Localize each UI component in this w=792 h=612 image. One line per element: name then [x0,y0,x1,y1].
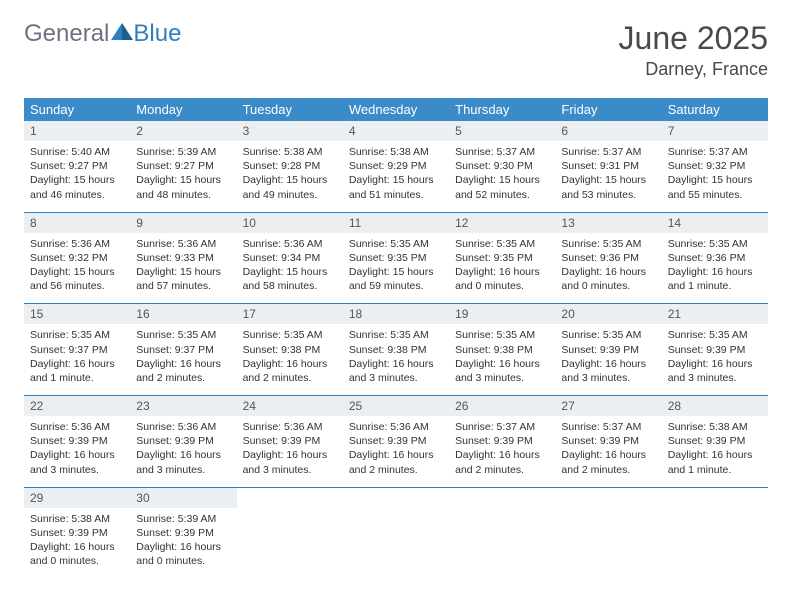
page-header: General Blue June 2025 Darney, France [24,20,768,80]
day-number-cell: 14 [662,213,768,233]
day-number-cell: 9 [130,213,236,233]
day-data-cell [662,508,768,579]
day-data-cell: Sunrise: 5:35 AMSunset: 9:37 PMDaylight:… [130,324,236,395]
day-number-cell: 6 [555,121,661,141]
day-data-cell: Sunrise: 5:35 AMSunset: 9:38 PMDaylight:… [343,324,449,395]
day-data-cell: Sunrise: 5:39 AMSunset: 9:27 PMDaylight:… [130,141,236,212]
day-number-cell: 12 [449,213,555,233]
weekday-header: Friday [555,98,661,121]
day-number-cell: 25 [343,396,449,416]
day-number-cell: 29 [24,488,130,508]
day-number-cell: 26 [449,396,555,416]
day-number-cell: 15 [24,304,130,324]
day-number-cell [343,488,449,508]
day-number-cell: 28 [662,396,768,416]
day-number-cell: 16 [130,304,236,324]
day-number-row: 1234567 [24,121,768,141]
day-data-cell: Sunrise: 5:35 AMSunset: 9:38 PMDaylight:… [237,324,343,395]
day-data-cell: Sunrise: 5:35 AMSunset: 9:35 PMDaylight:… [343,233,449,304]
day-data-cell: Sunrise: 5:37 AMSunset: 9:31 PMDaylight:… [555,141,661,212]
day-data-cell: Sunrise: 5:37 AMSunset: 9:39 PMDaylight:… [449,416,555,487]
day-data-cell: Sunrise: 5:37 AMSunset: 9:39 PMDaylight:… [555,416,661,487]
day-data-cell: Sunrise: 5:40 AMSunset: 9:27 PMDaylight:… [24,141,130,212]
day-number-cell: 8 [24,213,130,233]
day-data-cell: Sunrise: 5:35 AMSunset: 9:36 PMDaylight:… [555,233,661,304]
day-number-cell: 30 [130,488,236,508]
day-data-cell: Sunrise: 5:36 AMSunset: 9:39 PMDaylight:… [237,416,343,487]
day-data-cell: Sunrise: 5:39 AMSunset: 9:39 PMDaylight:… [130,508,236,579]
weekday-header: Wednesday [343,98,449,121]
day-data-row: Sunrise: 5:35 AMSunset: 9:37 PMDaylight:… [24,324,768,395]
title-block: June 2025 Darney, France [619,20,768,80]
day-number-cell: 19 [449,304,555,324]
day-data-cell: Sunrise: 5:35 AMSunset: 9:36 PMDaylight:… [662,233,768,304]
day-number-cell: 17 [237,304,343,324]
day-number-cell: 21 [662,304,768,324]
day-number-row: 22232425262728 [24,396,768,416]
day-data-row: Sunrise: 5:36 AMSunset: 9:39 PMDaylight:… [24,416,768,487]
day-data-cell: Sunrise: 5:36 AMSunset: 9:39 PMDaylight:… [24,416,130,487]
day-number-cell: 5 [449,121,555,141]
day-number-cell: 7 [662,121,768,141]
day-data-cell: Sunrise: 5:35 AMSunset: 9:39 PMDaylight:… [555,324,661,395]
day-data-cell: Sunrise: 5:37 AMSunset: 9:32 PMDaylight:… [662,141,768,212]
day-number-cell: 11 [343,213,449,233]
day-number-cell [555,488,661,508]
day-data-cell: Sunrise: 5:38 AMSunset: 9:28 PMDaylight:… [237,141,343,212]
day-data-cell: Sunrise: 5:35 AMSunset: 9:39 PMDaylight:… [662,324,768,395]
day-data-cell [449,508,555,579]
day-number-cell [449,488,555,508]
calendar-body: 1234567Sunrise: 5:40 AMSunset: 9:27 PMDa… [24,121,768,578]
day-number-cell: 4 [343,121,449,141]
weekday-header-row: SundayMondayTuesdayWednesdayThursdayFrid… [24,98,768,121]
day-data-cell: Sunrise: 5:38 AMSunset: 9:39 PMDaylight:… [662,416,768,487]
day-number-cell: 10 [237,213,343,233]
calendar-table: SundayMondayTuesdayWednesdayThursdayFrid… [24,98,768,578]
location-label: Darney, France [619,59,768,80]
day-data-cell [555,508,661,579]
day-data-cell [237,508,343,579]
day-number-cell: 13 [555,213,661,233]
day-data-cell: Sunrise: 5:35 AMSunset: 9:38 PMDaylight:… [449,324,555,395]
day-number-cell: 24 [237,396,343,416]
day-number-cell: 23 [130,396,236,416]
day-data-cell [343,508,449,579]
month-title: June 2025 [619,20,768,57]
brand-logo: General Blue [24,20,181,48]
day-data-cell: Sunrise: 5:37 AMSunset: 9:30 PMDaylight:… [449,141,555,212]
weekday-header: Saturday [662,98,768,121]
day-data-cell: Sunrise: 5:36 AMSunset: 9:39 PMDaylight:… [343,416,449,487]
day-data-row: Sunrise: 5:40 AMSunset: 9:27 PMDaylight:… [24,141,768,212]
day-number-cell: 3 [237,121,343,141]
day-data-cell: Sunrise: 5:36 AMSunset: 9:39 PMDaylight:… [130,416,236,487]
day-number-row: 15161718192021 [24,304,768,324]
day-number-row: 891011121314 [24,213,768,233]
weekday-header: Monday [130,98,236,121]
day-number-cell: 18 [343,304,449,324]
triangle-icon [111,20,133,48]
day-number-cell: 27 [555,396,661,416]
day-number-cell [237,488,343,508]
day-number-cell: 2 [130,121,236,141]
day-number-cell: 22 [24,396,130,416]
weekday-header: Thursday [449,98,555,121]
day-number-cell: 1 [24,121,130,141]
day-data-cell: Sunrise: 5:36 AMSunset: 9:34 PMDaylight:… [237,233,343,304]
day-data-cell: Sunrise: 5:38 AMSunset: 9:39 PMDaylight:… [24,508,130,579]
weekday-header: Tuesday [237,98,343,121]
day-data-cell: Sunrise: 5:35 AMSunset: 9:35 PMDaylight:… [449,233,555,304]
day-data-cell: Sunrise: 5:36 AMSunset: 9:33 PMDaylight:… [130,233,236,304]
day-data-row: Sunrise: 5:38 AMSunset: 9:39 PMDaylight:… [24,508,768,579]
day-data-cell: Sunrise: 5:35 AMSunset: 9:37 PMDaylight:… [24,324,130,395]
brand-part2: Blue [133,20,181,48]
day-number-cell: 20 [555,304,661,324]
weekday-header: Sunday [24,98,130,121]
day-data-row: Sunrise: 5:36 AMSunset: 9:32 PMDaylight:… [24,233,768,304]
day-data-cell: Sunrise: 5:36 AMSunset: 9:32 PMDaylight:… [24,233,130,304]
brand-part1: General [24,20,109,48]
day-data-cell: Sunrise: 5:38 AMSunset: 9:29 PMDaylight:… [343,141,449,212]
day-number-row: 2930 [24,488,768,508]
day-number-cell [662,488,768,508]
